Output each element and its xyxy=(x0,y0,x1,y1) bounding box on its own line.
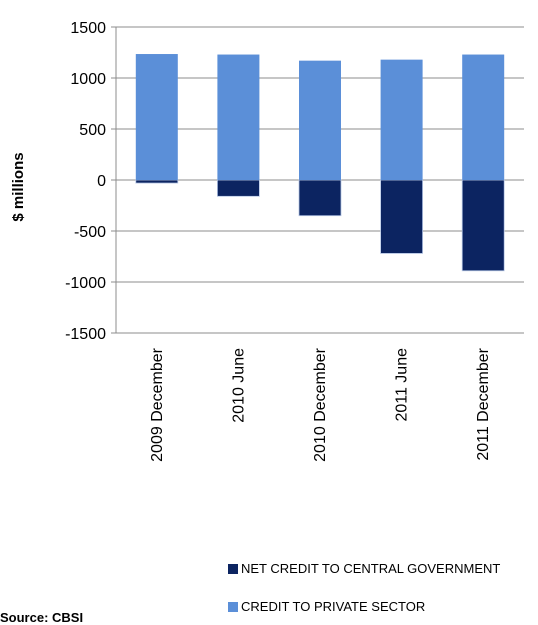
legend-item-1: CREDIT TO PRIVATE SECTOR xyxy=(228,599,425,615)
bar-credit-private-sector xyxy=(135,54,178,180)
bar-credit-private-sector xyxy=(299,60,341,180)
legend-label: NET CREDIT TO CENTRAL GOVERNMENT xyxy=(241,561,501,576)
y-tick-label: -1500 xyxy=(65,326,106,343)
bar-credit-private-sector xyxy=(217,54,260,180)
x-tick-label: 2010 December xyxy=(312,347,329,462)
legend-swatch xyxy=(228,564,238,574)
source-note: Source: CBSI xyxy=(0,610,84,625)
bar-net-credit-central-government xyxy=(380,179,424,254)
x-tick-label: 2011 December xyxy=(475,347,492,460)
y-tick-label: 500 xyxy=(79,122,106,139)
bars xyxy=(135,54,505,272)
x-tick-label: 2009 December xyxy=(149,347,166,462)
legend-swatch xyxy=(228,602,238,612)
y-tick-label: 1500 xyxy=(70,20,106,37)
x-tick-label: 2010 June xyxy=(230,348,247,423)
y-tick-label: 0 xyxy=(97,173,106,190)
y-tick-label: -1000 xyxy=(65,275,106,292)
bar-net-credit-central-government xyxy=(135,179,179,184)
bar-net-credit-central-government xyxy=(216,179,260,197)
bar-net-credit-central-government xyxy=(461,179,505,272)
y-tick-label: 1000 xyxy=(70,71,106,88)
legend-item-0: NET CREDIT TO CENTRAL GOVERNMENT xyxy=(228,561,500,577)
bar-credit-private-sector xyxy=(462,54,505,180)
y-axis-label: $ millions xyxy=(10,152,27,221)
x-tick-label: 2011 June xyxy=(394,348,411,422)
y-tick-labels: 1500 1000 500 0 -500 -1000 -1500 xyxy=(65,20,106,343)
y-tick-label: -500 xyxy=(74,224,106,241)
bar-credit-private-sector xyxy=(380,59,423,180)
x-tick-labels: 2009 December 2010 June 2010 December 2011 … xyxy=(149,347,492,462)
bar-net-credit-central-government xyxy=(298,179,342,217)
axes xyxy=(111,26,117,334)
legend-label: CREDIT TO PRIVATE SECTOR xyxy=(241,599,426,614)
